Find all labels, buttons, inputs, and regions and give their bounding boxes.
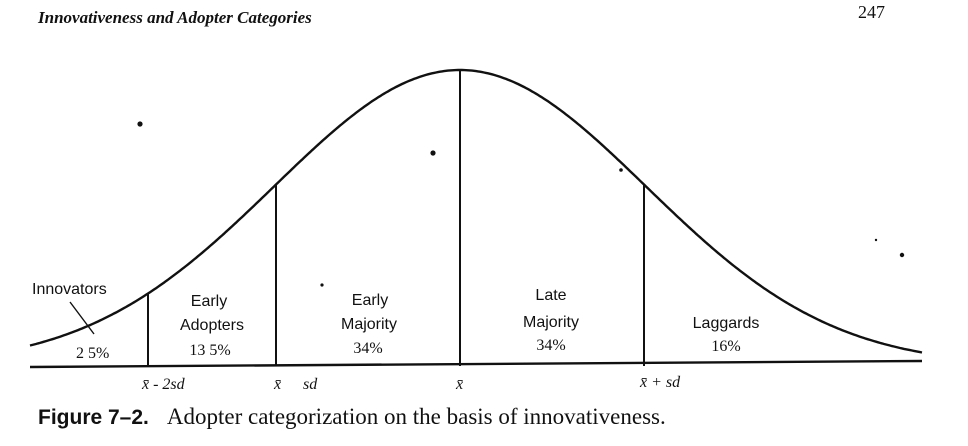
early-majority-label-line2: Majority <box>341 316 397 333</box>
early-majority-label-line1: Early <box>352 292 388 309</box>
page-number: 247 <box>858 2 885 22</box>
innovators-label: Innovators <box>32 281 107 298</box>
early-majority-share: 34% <box>353 340 382 357</box>
axis-label-mean-plus-sd: x̄ + sd <box>639 374 681 391</box>
speck <box>899 252 905 258</box>
figure-caption: Figure 7–2. Adopter categorization on the… <box>38 404 666 430</box>
speck <box>320 283 324 287</box>
early-adopters-share: 13 5% <box>189 342 230 359</box>
innovators-pointer <box>69 301 95 335</box>
axis-label-mean: x̄ <box>455 376 463 393</box>
figure-caption-text: Adopter categorization on the basis of i… <box>166 404 666 429</box>
late-majority-label-line2: Majority <box>523 314 579 331</box>
speck <box>874 238 878 242</box>
late-majority-label-line1: Late <box>535 287 566 304</box>
early-adopters-label-line2: Adopters <box>180 317 244 334</box>
baseline <box>29 359 923 369</box>
bell-curve <box>29 68 923 354</box>
late-majority-share: 34% <box>536 337 565 354</box>
axis-label-mean-minus-sd-x: x̄ <box>273 376 281 393</box>
figure-number: Figure 7–2. <box>38 406 149 429</box>
speck <box>619 168 623 172</box>
early-adopters-label-line1: Early <box>191 293 227 310</box>
laggards-share: 16% <box>711 338 740 355</box>
running-head: Innovativeness and Adopter Categories <box>38 8 312 27</box>
speck <box>137 121 143 127</box>
axis-label-mean-minus-2sd: x̄ - 2sd <box>141 376 186 393</box>
axis-label-mean-minus-sd-sd: sd <box>303 376 318 393</box>
speck <box>430 150 436 156</box>
innovators-share: 2 5% <box>76 345 109 362</box>
laggards-label: Laggards <box>693 315 760 332</box>
